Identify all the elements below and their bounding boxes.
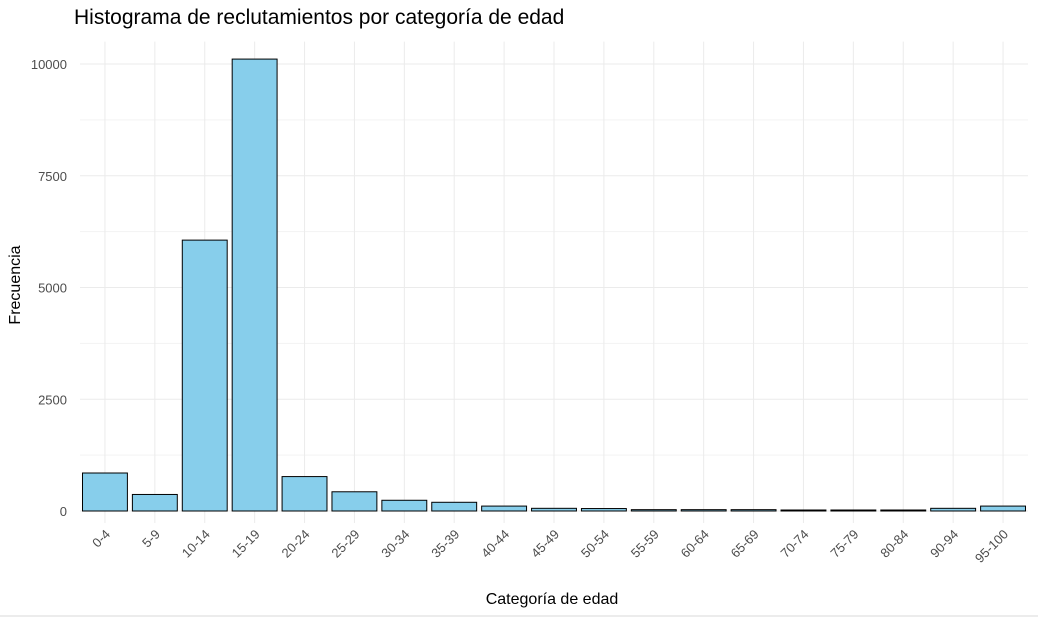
bar-65-69: [730, 509, 777, 512]
x-tick-label: 25-29: [328, 527, 362, 561]
bar-70-74: [780, 509, 827, 512]
bar-5-9: [131, 493, 178, 512]
x-tick-label: 60-64: [678, 527, 712, 561]
x-tick-label: 35-39: [428, 527, 462, 561]
y-tick-labels: 0 2500 5000 7500 10000: [31, 57, 67, 519]
y-tick-label: 0: [60, 504, 67, 519]
bar-60-64: [680, 509, 727, 512]
chart-title: Histograma de reclutamientos por categor…: [74, 6, 564, 29]
x-tick-label: 10-14: [179, 527, 213, 561]
bar-45-49: [531, 507, 577, 512]
bar-95-100: [980, 505, 1027, 512]
bar-90-94: [930, 507, 977, 512]
bar-0-4: [81, 472, 128, 512]
bar-75-79: [830, 509, 877, 512]
bar-50-54: [580, 508, 627, 512]
bar-35-39: [431, 501, 478, 512]
x-tick-label: 45-49: [528, 527, 562, 561]
x-tick-label: 70-74: [777, 527, 811, 561]
x-tick-label: 30-34: [378, 527, 412, 561]
x-tick-label: 20-24: [279, 527, 313, 561]
x-tick-label: 5-9: [139, 527, 163, 551]
x-tick-label: 75-79: [827, 527, 861, 561]
x-tick-label: 95-100: [972, 527, 1011, 566]
x-tick-label: 65-69: [728, 527, 762, 561]
x-tick-label: 15-19: [229, 527, 263, 561]
bar-40-44: [481, 505, 528, 512]
x-tick-label: 50-54: [578, 527, 612, 561]
x-tick-labels: 0-4 5-9 10-14 15-19 20-24 25-29 30-34 35-39 40-4…: [89, 527, 1011, 566]
x-tick-label: 90-94: [927, 527, 961, 561]
x-tick-label: 40-44: [478, 527, 512, 561]
x-axis-title: Categoría de edad: [486, 591, 619, 608]
bar-55-59: [630, 509, 677, 512]
bar-15-19: [231, 58, 278, 512]
bar-20-24: [281, 476, 328, 512]
x-tick-label: 80-84: [877, 527, 911, 561]
y-tick-label: 5000: [38, 281, 67, 296]
y-tick-label: 10000: [31, 57, 67, 72]
bar-30-34: [381, 499, 428, 512]
y-axis-title: Frecuencia: [7, 245, 24, 324]
bar-25-29: [331, 491, 378, 512]
bar-layer: [81, 58, 1027, 512]
y-tick-label: 2500: [38, 392, 67, 407]
bar-10-14: [181, 239, 228, 512]
x-tick-label: 55-59: [628, 527, 662, 561]
x-tick-label: 0-4: [89, 527, 113, 551]
y-tick-label: 7500: [38, 169, 67, 184]
bar-80-84: [880, 509, 927, 512]
